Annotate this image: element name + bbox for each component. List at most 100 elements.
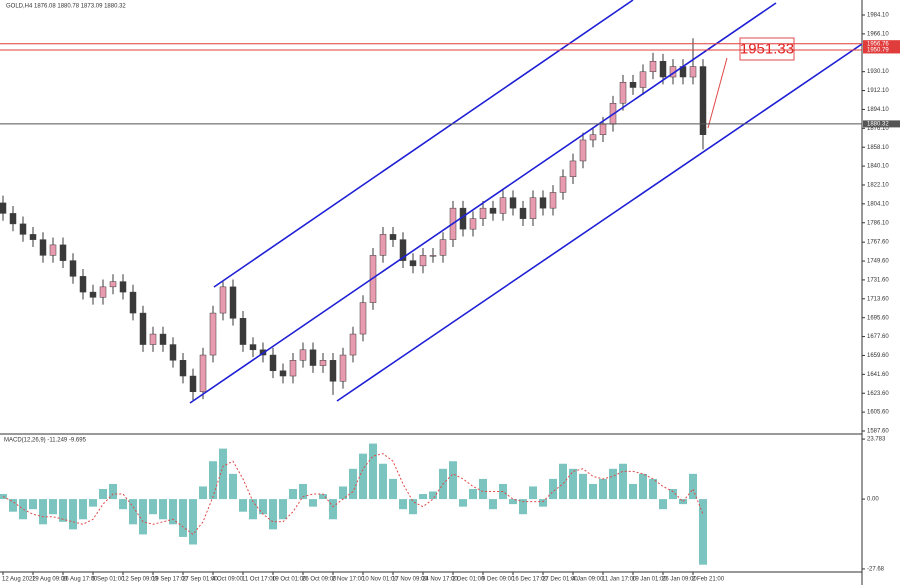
y-tick-label: 1894.10 (867, 107, 889, 113)
macd-bar (149, 499, 157, 515)
macd-bar (269, 499, 277, 530)
macd-bar (359, 453, 367, 500)
macd-bar (199, 486, 207, 500)
candle-body (229, 286, 237, 319)
macd-bar (419, 494, 427, 500)
macd-bar (159, 499, 167, 520)
y-tick-label: 1731.60 (867, 278, 889, 284)
candle-body (629, 82, 637, 88)
candle-body (189, 375, 197, 393)
level-label: 1950.79 (867, 48, 889, 54)
macd-bar (29, 499, 37, 510)
x-tick-label: 16 Dec 17:00 (512, 577, 548, 583)
candle-body (409, 260, 417, 267)
macd-bar (99, 488, 107, 500)
x-tick-label: 19 Jan 01:00 (632, 577, 667, 583)
level-label-box (863, 46, 900, 54)
candle-body (19, 223, 27, 235)
candle-body (389, 234, 397, 240)
candle-body (319, 360, 327, 366)
candle-body (139, 312, 147, 345)
candle-body (539, 197, 547, 209)
x-tick-label: 9 Dec 09:00 (482, 577, 515, 583)
level-label-box (863, 40, 900, 48)
x-tick-label: 12 Sep 09:00 (122, 577, 158, 583)
x-tick-label: 11 Oct 17:00 (242, 577, 277, 583)
macd-bar (489, 499, 497, 510)
trend-line (189, 2, 777, 404)
macd-bar (549, 478, 557, 500)
macd-bar (589, 483, 597, 500)
y-tick-label: 1587.60 (867, 429, 889, 435)
macd-bar (129, 499, 137, 525)
macd-bar (529, 486, 537, 500)
macd-y-tick-label: 0.00 (867, 497, 879, 503)
candle-body (239, 318, 247, 345)
y-tick-label: 1767.60 (867, 240, 889, 246)
macd-bar (599, 478, 607, 500)
macd-bar (409, 499, 417, 515)
y-tick-label: 1641.60 (867, 372, 889, 378)
x-tick-label: 4 Jan 09:00 (572, 577, 604, 583)
x-tick-label: 27 Dec 01:00 (542, 577, 578, 583)
macd-bar (369, 443, 377, 500)
macd-bar (249, 499, 257, 520)
candle-body (79, 276, 87, 293)
candle-body (289, 360, 297, 377)
x-tick-label: 11 Jan 17:00 (602, 577, 637, 583)
candle-body (639, 71, 647, 88)
macd-bar (279, 499, 287, 520)
macd-bar (679, 499, 687, 505)
candle-body (29, 234, 37, 240)
macd-bar (289, 488, 297, 500)
candle-body (649, 61, 657, 73)
candle-body (179, 360, 187, 377)
y-tick-label: 1930.10 (867, 69, 889, 75)
macd-bar (579, 473, 587, 500)
x-tick-label: 26 Jan 09:00 (662, 577, 697, 583)
level-label-box (863, 120, 900, 128)
candle-body (9, 213, 17, 225)
macd-bar (259, 499, 267, 515)
macd-y-tick-label: -27.68 (867, 567, 885, 573)
macd-bar (179, 499, 187, 537)
candle-body (0, 202, 7, 214)
macd-signal (2, 453, 704, 536)
candle-body (569, 160, 577, 177)
macd-bar (59, 499, 67, 522)
candle-body (39, 239, 47, 256)
macd-bar (109, 483, 117, 500)
macd-bar (619, 463, 627, 500)
candle-body (109, 281, 117, 288)
trend-line (213, 0, 634, 288)
macd-bar (229, 473, 237, 500)
candle-body (269, 354, 277, 372)
macd-bar (139, 499, 147, 535)
plot (0, 38, 707, 401)
y-tick-label: 1695.60 (867, 315, 889, 321)
candle-body (199, 354, 207, 393)
candle-body (59, 244, 67, 261)
candle-body (489, 207, 497, 214)
candle-body (659, 61, 667, 78)
candle-body (329, 360, 337, 382)
candle-body (49, 244, 57, 256)
candle-body (439, 239, 447, 256)
x-tick-label: 27 Sep 01:00 (182, 577, 218, 583)
macd-bar (379, 463, 387, 500)
macd-bar (169, 499, 177, 525)
macd-bar (39, 499, 47, 525)
candle-body (149, 333, 157, 345)
macd-bar (49, 499, 57, 515)
arrow-line (707, 57, 728, 129)
level-label: 1880.32 (867, 121, 889, 127)
y-tick-label: 1840.10 (867, 164, 889, 170)
macd-bar (559, 463, 567, 500)
x-tick-label: 17 Nov 09:00 (392, 577, 428, 583)
macd-bar (189, 499, 197, 545)
macd-bar (89, 499, 97, 507)
candle-body (359, 302, 367, 335)
macd-bar (669, 488, 677, 500)
candle-body (249, 344, 257, 351)
